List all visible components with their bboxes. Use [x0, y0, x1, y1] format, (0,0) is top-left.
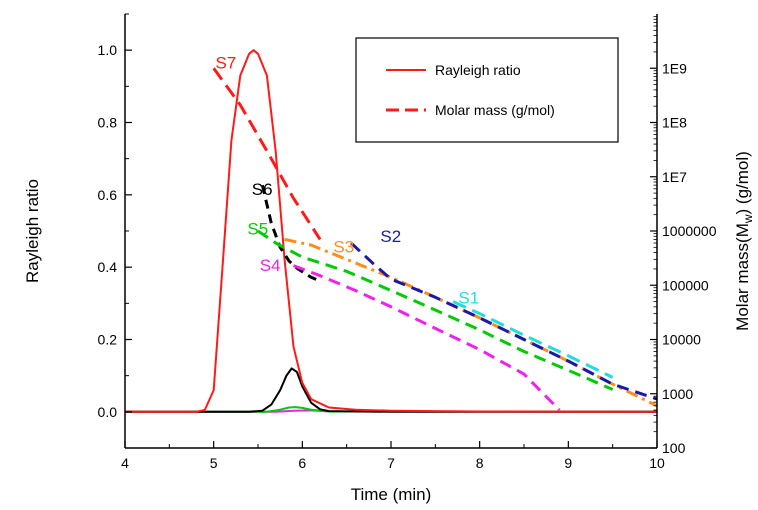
legend-label-0: Rayleigh ratio	[435, 62, 521, 78]
y-right-tick-label: 100000	[662, 277, 709, 293]
x-tick-label: 7	[387, 455, 395, 471]
legend-label-1: Molar mass (g/mol)	[435, 102, 555, 118]
y-left-tick-label: 0.8	[98, 115, 118, 131]
x-tick-label: 5	[210, 455, 218, 471]
x-tick-label: 10	[649, 455, 665, 471]
series-labels: S7 S6 S5 S4 S3 S2 S1	[215, 53, 479, 307]
legend-box	[355, 37, 619, 143]
y-right-tick-label: 1000000	[662, 223, 717, 239]
x-tick-label: 8	[476, 455, 484, 471]
series-label-s5: S5	[247, 220, 268, 239]
y-left-tick-label: 0.2	[98, 332, 118, 348]
y-left-tick-label: 1.0	[98, 42, 118, 58]
y-right-tick-label: 1E8	[662, 115, 687, 131]
curves-layer	[125, 49, 658, 413]
rayleigh-line-s7	[125, 49, 658, 413]
legend: Rayleigh ratio Molar mass (g/mol)	[355, 37, 619, 143]
x-tick-label: 6	[298, 455, 306, 471]
x-tick-label: 9	[564, 455, 572, 471]
series-label-s1: S1	[458, 288, 479, 307]
y-axis-right-title-main: Molar mass(M	[733, 223, 752, 331]
molar-mass-line-s5	[257, 229, 614, 391]
series-label-s2: S2	[380, 227, 401, 246]
series-label-s4: S4	[260, 256, 281, 275]
y-axis-left-title: Rayleigh ratio	[23, 179, 42, 283]
series-label-s6: S6	[252, 180, 273, 199]
x-axis-title: Time (min)	[351, 485, 432, 504]
y-right-tick-label: 1000	[662, 386, 693, 402]
y-axis-right-title-suffix: ) (g/mol)	[733, 151, 752, 214]
molar-mass-line-s7	[212, 67, 322, 241]
x-tick-label: 4	[121, 455, 129, 471]
y-left-tick-label: 0.4	[98, 259, 118, 275]
series-label-s3: S3	[333, 238, 354, 257]
series-label-s7: S7	[215, 53, 236, 72]
molar-mass-line-s2	[350, 241, 658, 401]
y-right-tick-label: 10000	[662, 332, 701, 348]
molar-mass-line-s1	[452, 300, 614, 379]
molar-mass-line-s6	[260, 184, 321, 283]
y-left-tick-label: 0.0	[98, 404, 118, 420]
ticks-layer: 4 5 6 7 8 9 10 0.0 0.2 0.4 0.6 0.8 1.0 100 1000 10000 10…	[98, 13, 717, 471]
y-right-tick-label: 1E9	[662, 60, 687, 76]
rayleigh-line-s6	[125, 367, 657, 413]
y-right-tick-label: 1E7	[662, 169, 687, 185]
molar-mass-line-s3	[284, 237, 658, 408]
y-axis-right-title-subscript: w	[741, 214, 755, 224]
y-axis-right-title: Molar mass(Mw) (g/mol)	[733, 151, 755, 331]
y-right-tick-label: 100	[662, 440, 686, 456]
y-left-tick-label: 0.6	[98, 187, 118, 203]
